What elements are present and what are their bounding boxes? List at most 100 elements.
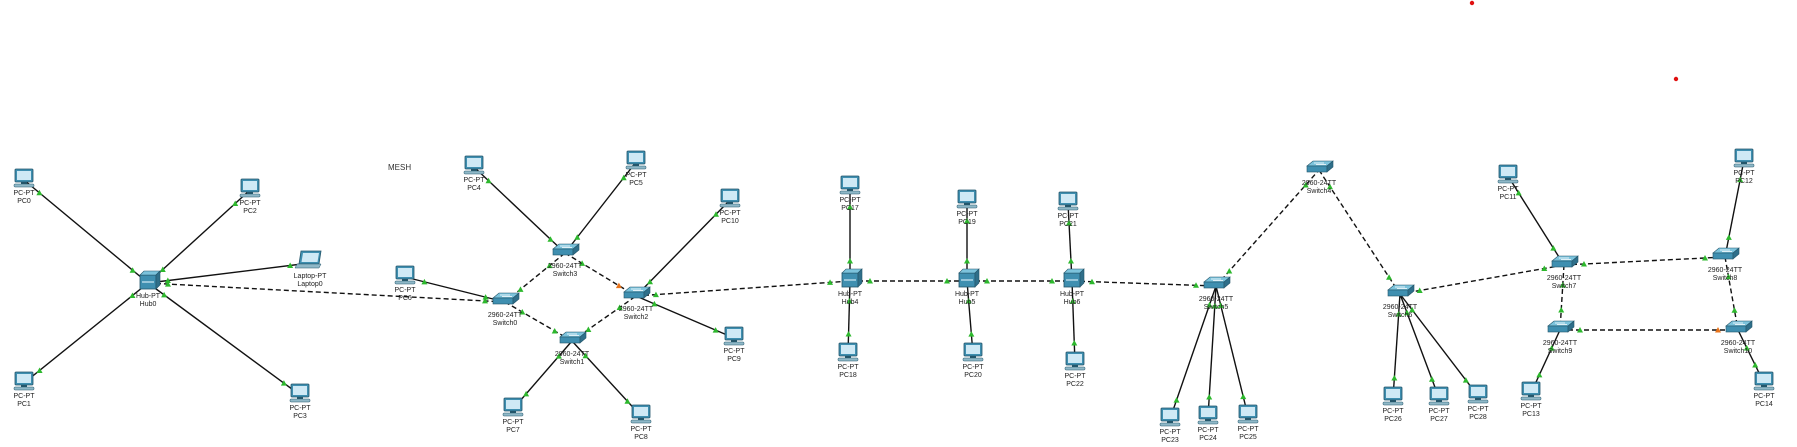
link-switch8-switch10[interactable] xyxy=(1724,256,1739,331)
link-pc9-switch2[interactable] xyxy=(635,295,735,339)
link-switch7-switch8[interactable] xyxy=(1563,256,1726,266)
link-switch1-switch2[interactable] xyxy=(571,295,637,342)
port-up-indicator xyxy=(546,262,553,269)
device-model-label: PC-PT xyxy=(395,287,417,294)
port-up-indicator xyxy=(624,398,631,404)
link-pc3-hub0[interactable] xyxy=(147,282,301,396)
link-switch6-switch7[interactable] xyxy=(1399,264,1565,295)
link-hub0-switch0[interactable] xyxy=(147,282,506,303)
port-up-indicator xyxy=(280,380,287,386)
device-model-label: PC-PT xyxy=(1383,408,1405,415)
link-laptop0-hub0[interactable] xyxy=(147,262,311,284)
link-pc0-hub0[interactable] xyxy=(23,179,149,284)
link-pc21-hub6[interactable] xyxy=(1067,202,1073,282)
link-switch3-switch2[interactable] xyxy=(564,252,637,297)
device-model-label: PC-PT xyxy=(724,348,746,355)
device-model-label: PC-PT xyxy=(1498,186,1520,193)
link-pc7-switch1[interactable] xyxy=(512,340,573,410)
canvas-note-mesh[interactable]: MESH xyxy=(388,163,411,172)
device-name-label: PC10 xyxy=(721,218,739,225)
device-model-label: PC-PT xyxy=(240,200,262,207)
link-switch0-switch1[interactable] xyxy=(504,301,573,342)
devices-layer: PC-PTPC0PC-PTPC1PC-PTPC2PC-PTPC3Laptop-P… xyxy=(14,148,1776,444)
device-name-label: Hub6 xyxy=(1064,299,1081,306)
link-switch7-switch9[interactable] xyxy=(1559,264,1565,331)
link-pc18-hub4[interactable] xyxy=(847,280,851,355)
link-switch5-switch4[interactable] xyxy=(1215,169,1320,287)
link-switch2-hub4[interactable] xyxy=(635,280,851,297)
link-pc6-switch0[interactable] xyxy=(404,276,506,303)
device-name-label: PC12 xyxy=(1735,178,1753,185)
link-switch4-switch6[interactable] xyxy=(1318,169,1401,295)
device-name-label: PC18 xyxy=(839,372,857,379)
link-pc20-hub5[interactable] xyxy=(966,280,974,355)
port-up-indicator xyxy=(555,353,562,359)
device-name-label: PC7 xyxy=(506,427,520,434)
link-pc12-switch8[interactable] xyxy=(1724,159,1745,258)
device-name-label: PC17 xyxy=(841,205,859,212)
device-name-label: PC13 xyxy=(1522,411,1540,418)
device-name-label: PC14 xyxy=(1755,401,1773,408)
device-name-label: PC0 xyxy=(17,198,31,205)
pc-icon xyxy=(719,188,741,208)
port-up-indicator xyxy=(164,281,171,287)
device-model-label: PC-PT xyxy=(290,405,312,412)
link-pc23-switch5[interactable] xyxy=(1169,285,1217,420)
port-up-indicator xyxy=(1550,245,1557,251)
link-pc22-hub6[interactable] xyxy=(1071,280,1076,364)
port-up-indicator xyxy=(547,236,554,242)
link-pc1-hub0[interactable] xyxy=(23,282,149,384)
pc-icon xyxy=(962,342,984,362)
device-name-label: PC25 xyxy=(1239,434,1257,441)
device-name-label: Hub5 xyxy=(959,299,976,306)
pc-icon xyxy=(1753,371,1775,391)
port-up-indicator xyxy=(1302,181,1309,188)
link-hub6-switch5[interactable] xyxy=(1071,280,1217,287)
port-up-indicator xyxy=(1326,183,1333,190)
